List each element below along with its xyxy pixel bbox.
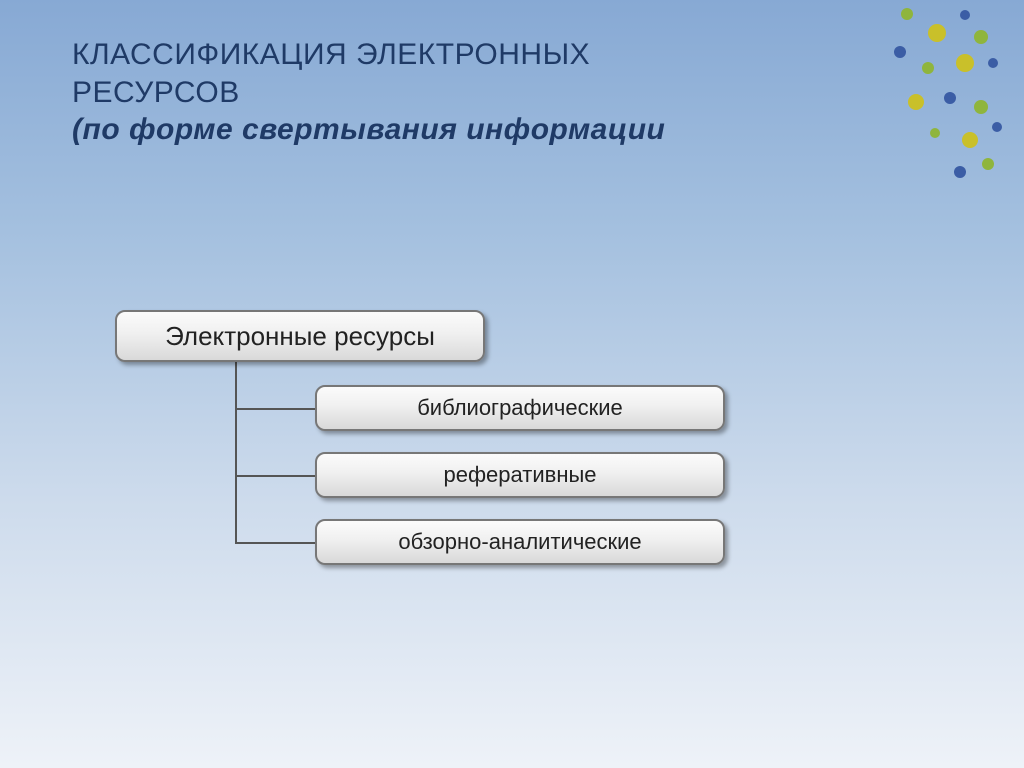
tree-child-node: обзорно-аналитические (315, 519, 725, 565)
deco-dot (930, 128, 940, 138)
deco-dot (988, 58, 998, 68)
title-line-1: КЛАССИФИКАЦИЯ ЭЛЕКТРОННЫХ (72, 36, 842, 74)
title-line-2: РЕСУРСОВ (72, 74, 842, 112)
connector-branch (235, 408, 315, 410)
deco-dot (974, 100, 988, 114)
deco-dot (956, 54, 974, 72)
deco-dot (982, 158, 994, 170)
deco-dot (894, 46, 906, 58)
deco-dot (992, 122, 1002, 132)
connector-trunk (235, 362, 237, 542)
deco-dot (901, 8, 913, 20)
tree-child-node: реферативные (315, 452, 725, 498)
deco-dot (944, 92, 956, 104)
connector-branch (235, 475, 315, 477)
corner-decoration (824, 0, 1024, 200)
connector-branch (235, 542, 315, 544)
title-line-3: (по форме свертывания информации (72, 111, 842, 149)
deco-dot (928, 24, 946, 42)
deco-dot (922, 62, 934, 74)
deco-dot (962, 132, 978, 148)
deco-dot (974, 30, 988, 44)
tree-child-node: библиографические (315, 385, 725, 431)
slide-title: КЛАССИФИКАЦИЯ ЭЛЕКТРОННЫХ РЕСУРСОВ (по ф… (72, 36, 842, 149)
tree-root-node: Электронные ресурсы (115, 310, 485, 362)
deco-dot (908, 94, 924, 110)
hierarchy-diagram: Электронные ресурсы библиографические рефе… (115, 310, 755, 590)
deco-dot (954, 166, 966, 178)
deco-dot (960, 10, 970, 20)
